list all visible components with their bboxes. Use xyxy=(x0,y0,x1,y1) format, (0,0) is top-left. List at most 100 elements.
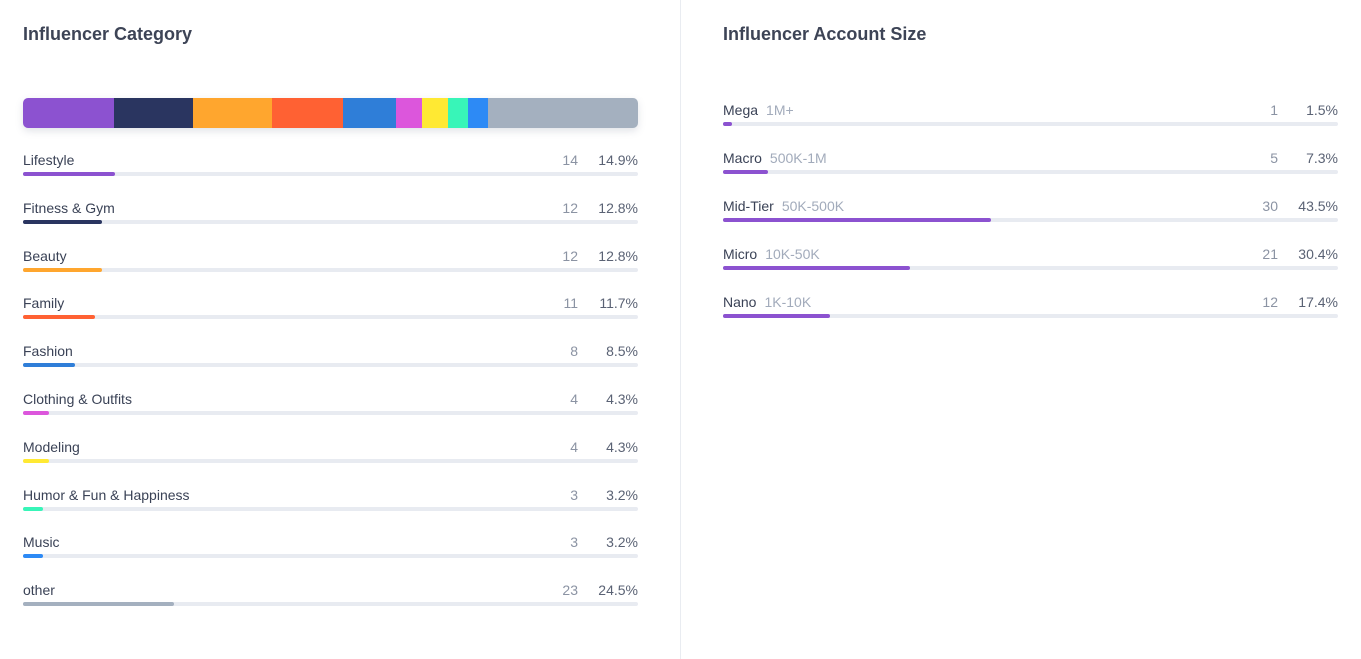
category-row[interactable]: Fitness & Gym 12 12.8% xyxy=(23,198,638,246)
category-name: Beauty xyxy=(23,247,67,264)
progress-track xyxy=(23,602,638,607)
account-size-row[interactable]: Macro 500K-1M 5 7.3% xyxy=(723,148,1338,196)
progress-track xyxy=(23,267,638,272)
progress-fill xyxy=(723,122,733,126)
row-count: 3 xyxy=(570,486,578,503)
row-percent: 14.9% xyxy=(598,152,638,168)
progress-track xyxy=(723,266,1338,270)
account-size-panel-title: Influencer Account Size xyxy=(723,24,927,44)
category-name: other xyxy=(23,582,55,599)
follower-range: 1K-10K xyxy=(764,294,812,310)
category-name: Family xyxy=(23,295,65,312)
progress-fill xyxy=(23,410,50,415)
follower-range: 500K-1M xyxy=(769,150,827,166)
row-percent: 30.4% xyxy=(1298,246,1338,262)
progress-track xyxy=(23,458,638,463)
row-count: 3 xyxy=(570,534,578,551)
row-percent: 4.3% xyxy=(606,438,638,455)
category-row[interactable]: Family 11 11.7% xyxy=(23,293,638,341)
row-percent: 12.8% xyxy=(598,247,638,264)
row-label: Humor & Fun & Happiness xyxy=(23,487,190,503)
category-stacked-bar xyxy=(23,98,638,128)
progress-track xyxy=(23,172,638,176)
progress-fill xyxy=(723,170,768,174)
row-count: 14 xyxy=(562,152,578,168)
progress-fill xyxy=(23,267,102,272)
row-percent: 24.5% xyxy=(598,582,638,599)
row-label: Music xyxy=(23,534,60,550)
row-percent: 17.4% xyxy=(1298,294,1338,310)
stacked-bar-segment[interactable] xyxy=(421,98,449,128)
category-name: Fitness & Gym xyxy=(23,199,115,216)
stacked-bar-segment[interactable] xyxy=(487,98,638,128)
category-row[interactable]: Modeling 4 4.3% xyxy=(23,437,638,485)
row-label: Beauty xyxy=(23,248,67,264)
row-percent: 7.3% xyxy=(1306,150,1338,166)
account-size-row[interactable]: Mega 1M+ 1 1.5% xyxy=(723,100,1338,148)
category-row[interactable]: Fashion 8 8.5% xyxy=(23,341,638,389)
row-count: 12 xyxy=(562,199,578,216)
category-row[interactable]: Clothing & Outfits 4 4.3% xyxy=(23,389,638,437)
progress-track xyxy=(723,170,1338,174)
row-count: 12 xyxy=(562,247,578,264)
stacked-bar-segment[interactable] xyxy=(448,98,468,128)
follower-range: 50K-500K xyxy=(781,198,845,214)
progress-track xyxy=(23,219,638,224)
account-size-row[interactable]: Nano 1K-10K 12 17.4% xyxy=(723,292,1338,340)
row-label: Mid-Tier 50K-500K xyxy=(723,198,844,214)
account-size-row[interactable]: Mid-Tier 50K-500K 30 43.5% xyxy=(723,196,1338,244)
category-name: Humor & Fun & Happiness xyxy=(23,486,190,503)
follower-range: 10K-50K xyxy=(765,246,820,262)
progress-track xyxy=(723,218,1338,222)
row-percent: 8.5% xyxy=(606,343,638,360)
stacked-bar-segment[interactable] xyxy=(467,98,488,128)
category-row[interactable]: Beauty 12 12.8% xyxy=(23,246,638,294)
stacked-bar-segment[interactable] xyxy=(193,98,272,128)
row-count: 8 xyxy=(570,343,578,360)
row-percent: 1.5% xyxy=(1306,102,1338,118)
row-percent: 43.5% xyxy=(1298,198,1338,214)
row-percent: 12.8% xyxy=(598,199,638,216)
category-row[interactable]: other 23 24.5% xyxy=(23,580,638,628)
progress-fill xyxy=(23,554,43,559)
row-label: Modeling xyxy=(23,439,80,455)
progress-track xyxy=(23,363,638,368)
row-percent: 3.2% xyxy=(606,486,638,503)
row-count: 1 xyxy=(1270,102,1278,118)
progress-fill xyxy=(23,602,174,607)
row-percent: 11.7% xyxy=(599,295,638,312)
row-count: 21 xyxy=(1262,246,1278,262)
category-name: Clothing & Outfits xyxy=(23,390,132,407)
stacked-bar-segment[interactable] xyxy=(395,98,422,128)
row-label: Macro 500K-1M xyxy=(723,150,827,166)
row-label: Family xyxy=(23,295,64,311)
row-label: Nano 1K-10K xyxy=(723,294,811,310)
follower-range: 1M+ xyxy=(766,102,794,118)
progress-track xyxy=(723,122,1338,126)
stacked-bar-segment[interactable] xyxy=(271,98,344,128)
stacked-bar-segment[interactable] xyxy=(114,98,194,128)
row-count: 30 xyxy=(1262,198,1278,214)
stacked-bar-segment[interactable] xyxy=(23,98,115,128)
progress-fill xyxy=(23,458,50,463)
row-percent: 3.2% xyxy=(606,534,638,551)
progress-track xyxy=(23,315,638,320)
size-tier-name: Mega xyxy=(723,102,759,118)
row-label: Mega 1M+ xyxy=(723,102,794,118)
size-tier-name: Mid-Tier xyxy=(723,198,774,214)
row-count: 23 xyxy=(562,582,578,599)
category-row[interactable]: Music 3 3.2% xyxy=(23,532,638,580)
stacked-bar-segment[interactable] xyxy=(343,98,396,128)
category-name: Fashion xyxy=(23,343,73,360)
account-size-list: Mega 1M+ 1 1.5% Macro 500K-1M 5 7.3% Mid-Tier 50K… xyxy=(723,100,1338,340)
row-count: 5 xyxy=(1270,150,1278,166)
category-row[interactable]: Humor & Fun & Happiness 3 3.2% xyxy=(23,485,638,533)
progress-fill xyxy=(23,506,43,511)
category-row[interactable]: Lifestyle 14 14.9% xyxy=(23,150,638,198)
row-count: 4 xyxy=(570,438,578,455)
row-label: Fashion xyxy=(23,343,73,359)
progress-fill xyxy=(23,219,102,224)
progress-track xyxy=(23,410,638,415)
account-size-row[interactable]: Micro 10K-50K 21 30.4% xyxy=(723,244,1338,292)
progress-fill xyxy=(23,315,95,320)
